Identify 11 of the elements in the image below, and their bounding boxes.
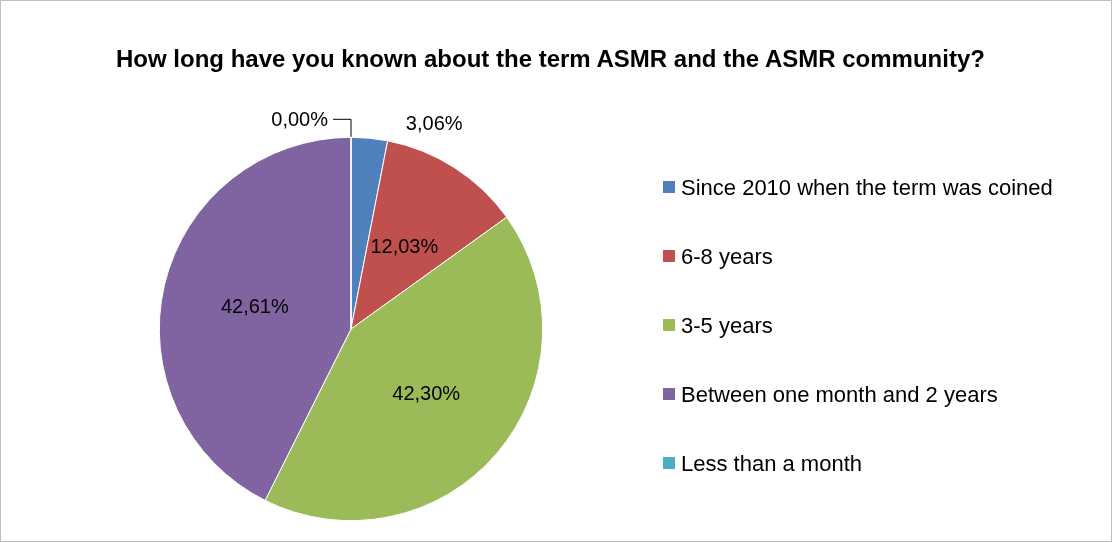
data-label: 42,61% xyxy=(220,295,289,318)
legend-label: 3-5 years xyxy=(681,312,773,338)
legend-label: Since 2010 when the term was coined xyxy=(681,174,1053,200)
text: 0,00% xyxy=(271,108,328,131)
data-label: 42,30% xyxy=(392,382,461,405)
chart-title: How long have you known about the term ASMR and the ASMR community? xyxy=(116,44,985,72)
legend-label: Between one month and 2 years xyxy=(681,381,998,407)
data-label: 3,06% xyxy=(405,112,463,135)
legend-label: 6-8 years xyxy=(681,243,773,269)
legend-label: Less than a month xyxy=(681,450,863,476)
data-label: 12,03% xyxy=(370,234,439,257)
